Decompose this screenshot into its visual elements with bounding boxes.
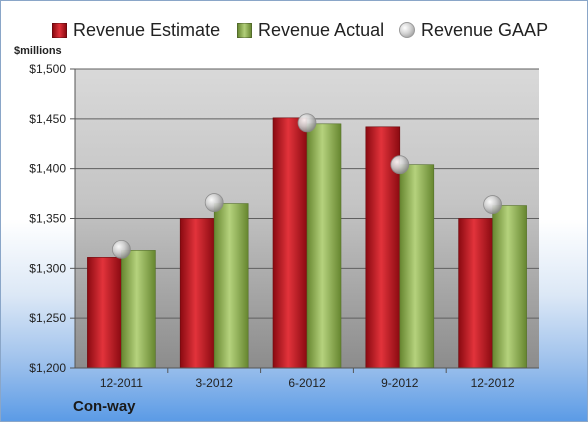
y-tick-label: $1,350 xyxy=(29,212,66,226)
y-tick-label: $1,200 xyxy=(29,361,66,375)
bar-revenue-estimate xyxy=(179,218,215,369)
x-tick-label: 12-2012 xyxy=(471,376,515,390)
bar-revenue-actual xyxy=(121,250,156,369)
bars xyxy=(87,117,527,369)
y-tick-label: $1,450 xyxy=(29,112,66,126)
x-tick-label: 12-2011 xyxy=(100,376,143,390)
marker-revenue-gaap xyxy=(297,113,317,133)
legend-label-estimate: Revenue Estimate xyxy=(73,19,221,40)
marker-revenue-gaap xyxy=(204,193,224,212)
bar-revenue-actual xyxy=(399,164,435,369)
legend-item-estimate: Revenue Estimate xyxy=(52,17,220,43)
bar-revenue-estimate xyxy=(87,257,122,369)
bar-revenue-actual xyxy=(213,203,249,369)
y-tick-label: $1,400 xyxy=(29,162,66,176)
gaap-markers xyxy=(112,113,503,259)
legend-item-actual: Revenue Actual xyxy=(237,17,384,43)
legend-label-actual: Revenue Actual xyxy=(258,19,385,40)
legend-label-gaap: Revenue GAAP xyxy=(421,19,549,40)
y-tick-label: $1,250 xyxy=(29,311,66,325)
legend: Revenue Estimate Revenue Actual Revenue … xyxy=(1,17,588,43)
marker-revenue-gaap xyxy=(390,155,410,175)
bar-revenue-estimate xyxy=(272,117,308,369)
marker-revenue-gaap xyxy=(112,239,131,259)
x-axis-ticks: 12-2011 3-2012 6-2012 9-2012 12-2012 xyxy=(100,368,515,390)
legend-swatch-estimate xyxy=(52,22,67,38)
company-name: Con-way xyxy=(73,398,136,415)
bar-revenue-estimate xyxy=(458,218,493,369)
legend-swatch-gaap xyxy=(399,22,415,38)
bar-revenue-actual xyxy=(306,123,342,369)
y-tick-label: $1,500 xyxy=(29,62,66,76)
x-tick-label: 9-2012 xyxy=(381,376,419,390)
bar-revenue-actual xyxy=(492,205,527,369)
legend-item-gaap: Revenue GAAP xyxy=(399,17,548,43)
y-tick-label: $1,300 xyxy=(29,261,66,275)
x-tick-label: 6-2012 xyxy=(288,376,326,390)
x-tick-label: 3-2012 xyxy=(196,376,234,390)
y-axis-ticks: $1,200 $1,250 $1,300 $1,350 $1,400 $1,450 $1,5… xyxy=(29,62,539,375)
y-axis-units-label: $millions xyxy=(14,45,62,57)
marker-revenue-gaap xyxy=(483,195,503,214)
legend-swatch-actual xyxy=(237,22,252,38)
